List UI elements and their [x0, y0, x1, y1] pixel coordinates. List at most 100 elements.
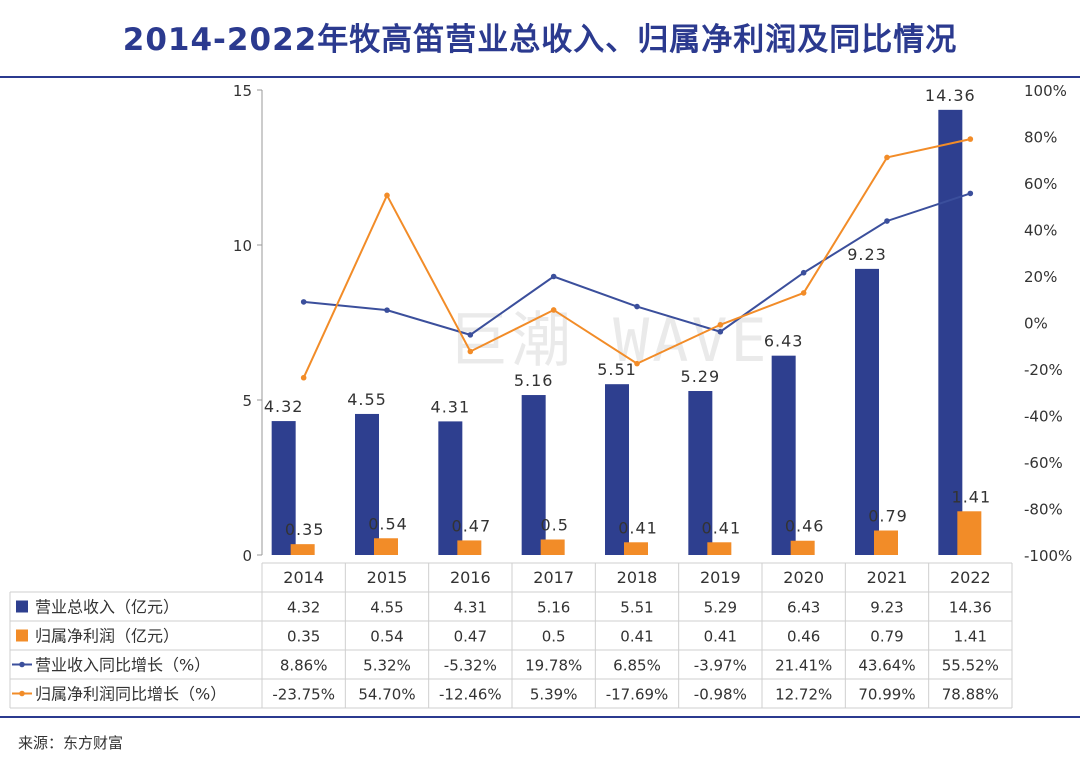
- table-cell-value: -0.98%: [694, 686, 747, 704]
- table-cell-value: 6.43: [787, 599, 820, 617]
- revenue-bar-label: 14.36: [925, 86, 976, 105]
- table-cell-value: -3.97%: [694, 657, 747, 675]
- watermark: 巨潮 WAVE: [448, 306, 770, 376]
- revenue-bar-label: 6.43: [764, 332, 804, 351]
- profit-growth-point: [884, 154, 890, 161]
- category-label: 2021: [867, 568, 908, 587]
- revenue-bar: [771, 355, 796, 555]
- profit-bar: [957, 511, 982, 555]
- revenue-bar-label: 5.16: [514, 371, 554, 390]
- legend-swatch-marker: [19, 690, 25, 697]
- table-cell-value: 5.51: [620, 599, 653, 617]
- right-axis-tick-label: -100%: [1024, 547, 1072, 565]
- profit-bar: [874, 530, 898, 555]
- revenue-growth-point: [967, 190, 974, 197]
- revenue-bar: [271, 421, 296, 555]
- category-label: 2016: [450, 568, 491, 587]
- category-label: 2017: [533, 568, 574, 587]
- right-axis-tick-label: 40%: [1024, 222, 1057, 240]
- table-cell-value: 5.29: [704, 599, 737, 617]
- table-cell-value: -12.46%: [439, 686, 502, 704]
- footer-divider: [0, 716, 1080, 718]
- source-note: 来源：东方财富: [18, 734, 124, 752]
- right-axis-tick-label: -80%: [1024, 501, 1063, 519]
- profit-bar-label: 0.41: [702, 518, 742, 537]
- legend-swatch-marker: [19, 661, 25, 668]
- profit-growth-point: [384, 192, 390, 199]
- table-cell-value: 5.39%: [530, 686, 578, 704]
- profit-growth-point: [467, 348, 474, 355]
- revenue-growth-point: [300, 299, 307, 305]
- table-cell-value: 8.86%: [280, 657, 328, 675]
- table-cell-value: 4.55: [370, 599, 403, 617]
- category-label: 2020: [783, 568, 824, 587]
- right-axis-tick-label: 80%: [1024, 129, 1057, 147]
- revenue-bar-label: 4.31: [431, 397, 471, 416]
- table-cell-value: 21.41%: [775, 657, 832, 675]
- revenue-growth-point: [550, 273, 557, 280]
- table-cell-value: 78.88%: [942, 686, 999, 704]
- table-cell-value: 0.47: [454, 628, 487, 646]
- profit-bar-label: 0.35: [285, 520, 325, 539]
- legend-label: 归属净利润同比增长（%）: [35, 685, 226, 704]
- profit-bar-label: 0.41: [618, 518, 658, 537]
- revenue-growth-point: [884, 218, 890, 224]
- right-axis-tick-label: -20%: [1024, 361, 1063, 379]
- profit-bar: [707, 542, 732, 555]
- revenue-bar: [438, 421, 463, 555]
- category-label: 2014: [283, 568, 324, 587]
- revenue-bar-label: 4.32: [264, 397, 304, 416]
- table-cell-value: -5.32%: [444, 657, 497, 675]
- right-axis-tick-label: 60%: [1024, 175, 1057, 193]
- revenue-bar-label: 5.29: [681, 367, 721, 386]
- profit-bar: [790, 540, 815, 555]
- revenue-bar-label: 5.51: [597, 360, 637, 379]
- right-axis-tick-label: 100%: [1024, 82, 1067, 100]
- table-cell-value: 55.52%: [942, 657, 999, 675]
- profit-growth-point: [550, 307, 557, 313]
- profit-bar-label: 0.5: [540, 516, 568, 535]
- revenue-bar: [521, 395, 546, 555]
- left-axis-tick-label: 10: [233, 237, 252, 255]
- table-cell-value: 5.32%: [363, 657, 411, 675]
- revenue-bar: [355, 413, 379, 555]
- legend-label: 营业总收入（亿元）: [35, 598, 179, 617]
- revenue-growth-point: [467, 332, 474, 338]
- left-axis-tick-label: 0: [242, 547, 252, 565]
- table-cell-value: 19.78%: [525, 657, 582, 675]
- right-axis-tick-label: 20%: [1024, 268, 1057, 286]
- category-label: 2015: [367, 568, 408, 587]
- table-cell-value: 0.54: [370, 628, 403, 646]
- profit-bar-label: 0.46: [785, 517, 825, 536]
- table-cell-value: 43.64%: [858, 657, 915, 675]
- profit-bar: [624, 542, 648, 555]
- revenue-growth-point: [717, 328, 724, 335]
- table-cell-value: -17.69%: [606, 686, 669, 704]
- revenue-growth-point: [800, 269, 807, 276]
- table-cell-value: 0.79: [870, 628, 903, 646]
- revenue-bar-label: 9.23: [847, 245, 887, 264]
- category-label: 2018: [617, 568, 658, 587]
- legend-swatch: [16, 600, 28, 613]
- profit-bar: [540, 539, 565, 555]
- table-cell-value: 54.70%: [358, 686, 415, 704]
- revenue-growth-point: [384, 307, 390, 313]
- table-cell-value: 0.35: [287, 628, 320, 646]
- profit-bar-label: 1.41: [952, 487, 992, 506]
- table-cell-value: 0.41: [620, 628, 653, 646]
- category-label: 2022: [950, 568, 991, 587]
- legend-label: 营业收入同比增长（%）: [35, 656, 210, 675]
- profit-bar: [374, 538, 398, 555]
- profit-bar-label: 0.54: [368, 514, 408, 533]
- right-axis-tick-label: 0%: [1024, 315, 1048, 333]
- revenue-bar: [688, 391, 713, 555]
- profit-bar: [290, 544, 315, 555]
- profit-bar-label: 0.47: [452, 516, 492, 535]
- table-cell-value: 14.36: [949, 599, 992, 617]
- table-cell-value: 12.72%: [775, 686, 832, 704]
- table-cell-value: -23.75%: [272, 686, 335, 704]
- category-label: 2019: [700, 568, 741, 587]
- profit-growth-point: [717, 321, 724, 328]
- legend-swatch: [16, 629, 28, 642]
